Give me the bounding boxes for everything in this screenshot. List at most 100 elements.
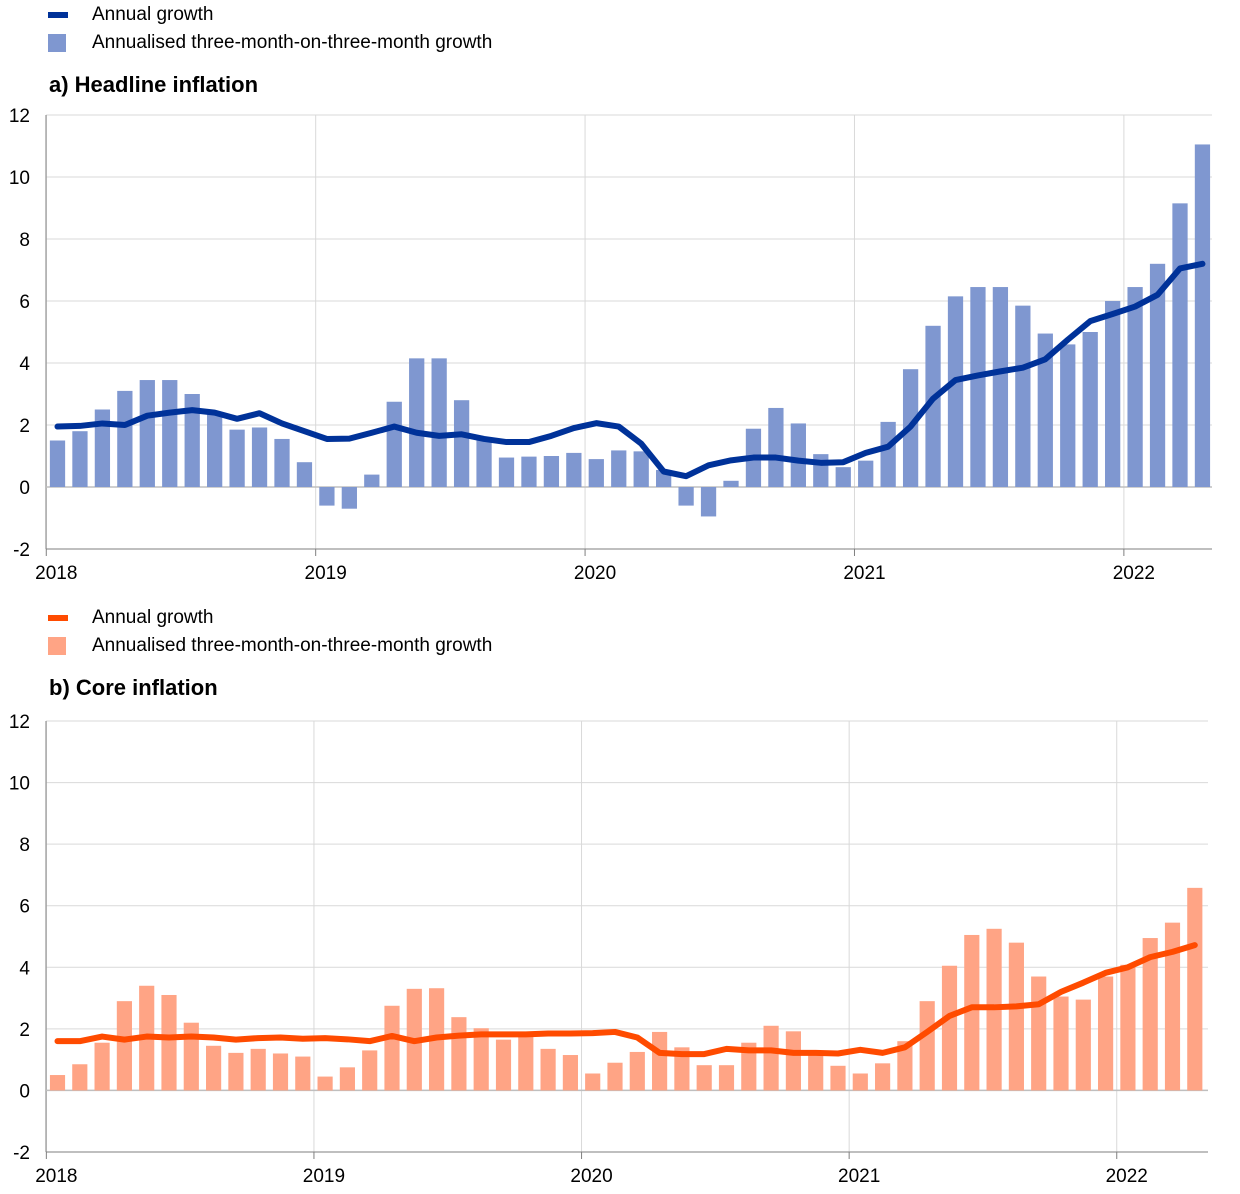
bar (919, 1001, 935, 1091)
bar (49, 1075, 66, 1091)
annual-growth-line (54, 260, 1206, 480)
bar (228, 1052, 244, 1091)
x-tick-label: 2019 (305, 563, 347, 584)
bar (585, 1073, 601, 1091)
bar (139, 380, 155, 487)
legend-item-three-month-growth: Annualised three-month-on-three-month gr… (48, 632, 492, 660)
bar (566, 452, 582, 487)
bar (813, 454, 829, 487)
bar (229, 429, 245, 487)
y-tick-label: 8 (19, 835, 30, 856)
x-tick-label: 2022 (1113, 563, 1155, 584)
bar (1105, 301, 1121, 487)
bar (384, 1005, 400, 1091)
bar (562, 1055, 578, 1091)
bar (1172, 203, 1188, 487)
bar (117, 390, 133, 487)
bar (453, 400, 470, 487)
y-tick-label: 0 (19, 478, 30, 499)
bar (1031, 976, 1047, 1091)
legend-core: Annual growth Annualised three-month-on-… (48, 604, 492, 660)
legend-line-swatch (48, 615, 68, 621)
bar (741, 1042, 757, 1091)
legend-label: Annual growth (92, 607, 214, 628)
bar (830, 1065, 846, 1091)
y-tick-label: -2 (13, 540, 30, 561)
legend-label: Annualised three-month-on-three-month gr… (92, 635, 493, 656)
bar (718, 1065, 735, 1091)
bar (1164, 922, 1181, 1091)
bar (161, 994, 177, 1091)
y-tick-label: 8 (19, 230, 30, 251)
bar (941, 965, 958, 1091)
x-tick-label: 2019 (303, 1166, 345, 1187)
bar (925, 325, 941, 487)
bar (295, 1056, 311, 1091)
bar (652, 1031, 668, 1091)
chart-title-headline: a) Headline inflation (49, 72, 259, 97)
bar (1187, 887, 1203, 1091)
bar (274, 438, 290, 487)
y-tick-label: 2 (19, 416, 30, 437)
bar (633, 451, 649, 487)
bar (835, 467, 851, 487)
bar (72, 431, 88, 487)
legend-bar-swatch (48, 34, 66, 52)
bar (875, 1063, 891, 1091)
bar (629, 1051, 645, 1091)
legend-headline: Annual growth Annualised three-month-on-… (48, 1, 492, 57)
bar (674, 1047, 690, 1091)
bar (852, 1073, 868, 1091)
bar (72, 1064, 88, 1091)
legend-bar-swatch (48, 637, 66, 655)
bar (473, 1028, 489, 1091)
bar (1127, 287, 1143, 487)
bar (476, 440, 492, 487)
bar (1015, 305, 1031, 487)
bar (1149, 263, 1166, 487)
bar (339, 1067, 355, 1091)
bar (250, 1048, 266, 1091)
bar (1098, 976, 1114, 1091)
bar (272, 1053, 289, 1091)
legend-label: Annualised three-month-on-three-month gr… (92, 32, 493, 53)
bar (49, 440, 66, 487)
y-tick-label: 4 (19, 354, 30, 375)
bar (678, 487, 694, 506)
bar (207, 414, 223, 487)
bar (518, 1035, 534, 1091)
y-tick-label: 2 (19, 1020, 30, 1041)
bar (790, 423, 806, 487)
bar (498, 457, 515, 487)
y-tick-label: 10 (9, 168, 30, 189)
bar (94, 1042, 110, 1091)
bar (1060, 344, 1076, 487)
y-tick-label: 6 (19, 897, 30, 918)
bar (540, 1048, 556, 1091)
chart-title-core: b) Core inflation (49, 675, 218, 700)
bar (409, 358, 425, 487)
bar (362, 1050, 378, 1091)
bar (1194, 144, 1211, 487)
bar (858, 460, 874, 487)
x-tick-label: 2021 (843, 563, 885, 584)
bar (1037, 333, 1053, 487)
bar (296, 462, 313, 487)
bar (700, 487, 717, 517)
bar (431, 358, 447, 487)
bar (251, 427, 268, 487)
bar (184, 394, 200, 487)
headline-inflation-chart: -2 0 2 4 6 8 10 12 2018 2019 2020 2021 2022 (9, 106, 1212, 584)
bar (992, 287, 1009, 487)
bar (808, 1053, 824, 1091)
bar (785, 1031, 801, 1091)
legend-item-three-month-growth: Annualised three-month-on-three-month gr… (48, 29, 492, 57)
core-inflation-chart: -2 0 2 4 6 8 10 12 2018 2019 2020 2021 2022 (9, 712, 1208, 1187)
bar (543, 456, 560, 487)
legend-label: Annual growth (92, 4, 214, 25)
bar (1053, 996, 1069, 1091)
bar (341, 487, 357, 509)
bar (521, 456, 537, 487)
bar (1082, 332, 1098, 487)
x-tick-label: 2018 (35, 1166, 77, 1187)
